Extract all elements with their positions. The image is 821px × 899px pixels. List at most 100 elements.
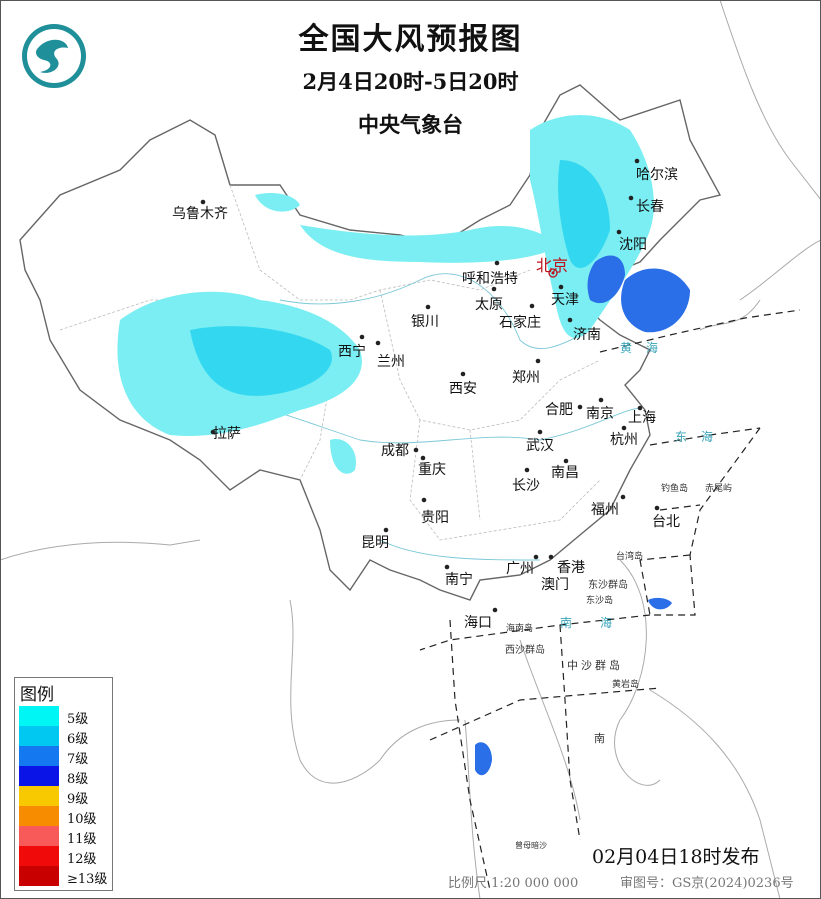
legend-label: 7级: [67, 752, 89, 767]
legend-title: 图例: [20, 685, 54, 705]
island-label-huangyan: 黄岩岛: [612, 680, 640, 690]
city-label-fuzhou: 福州: [591, 502, 619, 518]
legend-label: ≥13级: [67, 872, 108, 887]
legend-item: 10级: [19, 806, 109, 827]
sea-label-yellow-sea: 黄海: [620, 341, 673, 355]
island-label-xisha: 西沙群岛: [505, 645, 545, 656]
issue-time: 02月04日18时发布: [592, 846, 760, 868]
legend-swatch: [19, 826, 59, 846]
legend-swatch: [19, 746, 59, 766]
legend-swatch: [19, 846, 59, 866]
wind-areas: [117, 115, 690, 776]
wind-area-level7-south: [475, 742, 492, 776]
wind-area-level7-taiwan-strait: [648, 597, 672, 610]
city-label-hefei: 合肥: [545, 402, 573, 418]
city-label-shenyang: 沈阳: [619, 237, 647, 253]
city-label-xining: 西宁: [338, 344, 366, 360]
legend-swatch: [19, 706, 59, 726]
legend-item: 7级: [19, 746, 109, 767]
city-label-tianjin: 天津: [551, 292, 579, 308]
issuer: 中央气象台: [358, 112, 463, 137]
legend-swatch: [19, 726, 59, 746]
island-label-dongsha: 东沙岛: [586, 596, 614, 606]
wind-area-level6-northeast: [558, 160, 610, 269]
wind-area-level7-bohai: [587, 255, 625, 304]
wind-area-level5-north: [300, 225, 560, 263]
city-label-urumqi: 乌鲁木齐: [172, 206, 228, 222]
wind-area-level6-plateau: [190, 326, 332, 396]
sea-label-south-sea-1: 南: [560, 616, 587, 630]
city-label-jinan: 济南: [573, 327, 601, 343]
city-label-zhengzhou: 郑州: [512, 370, 540, 386]
sea-label-east-sea: 东海: [675, 430, 728, 444]
maritime-boundaries: [419, 309, 801, 891]
legend-swatch: [19, 786, 59, 806]
legend-swatch: [19, 866, 59, 886]
city-label-lhasa: 拉萨: [213, 426, 241, 442]
legend-item: 6级: [19, 726, 109, 747]
city-label-guangzhou: 广州: [506, 561, 534, 577]
legend-label: 9级: [67, 792, 89, 807]
city-label-shijiazhuang: 石家庄: [499, 315, 541, 331]
legend-item: 12级: [19, 846, 109, 867]
city-label-yinchuan: 银川: [411, 314, 439, 330]
city-label-nanjing: 南京: [586, 406, 614, 422]
city-label-chongqing: 重庆: [418, 462, 446, 478]
city-label-chengdu: 成都: [381, 443, 409, 459]
wind-area-level5-xinjiang: [255, 193, 300, 212]
island-label-dongsha-group: 东沙群岛: [588, 580, 628, 591]
cma-logo-icon: [22, 24, 86, 88]
island-label-taiwan: 台湾岛: [616, 552, 644, 562]
wind-area-level7-yellowsea: [621, 268, 690, 333]
wind-area-level5-yunnan: [330, 439, 356, 474]
city-label-macau: 澳门: [541, 577, 569, 593]
island-label-zhongsha: 中沙群岛: [567, 659, 623, 672]
city-label-beijing: 北京: [536, 256, 569, 275]
island-label-chiwei: 赤尾屿: [705, 484, 733, 494]
city-label-hongkong: 香港: [557, 560, 585, 576]
city-label-hohhot: 呼和浩特: [462, 271, 518, 287]
legend-label: 5级: [67, 712, 89, 727]
legend-swatch: [19, 806, 59, 826]
city-label-guiyang: 贵阳: [421, 510, 449, 526]
sea-label-south-sea-2: 海: [600, 616, 627, 630]
map-title: 全国大风预报图: [298, 22, 523, 57]
legend-item: 9级: [19, 786, 109, 807]
legend-label: 12级: [67, 852, 97, 867]
map-scale: 比例尺 1:20 000 000: [448, 876, 579, 891]
city-label-changsha: 长沙: [512, 478, 540, 494]
legend-item: 5级: [19, 706, 109, 727]
legend-label: 10级: [67, 812, 97, 827]
city-label-xian: 西安: [449, 381, 477, 397]
city-label-changchun: 长春: [636, 199, 664, 215]
legend: 图例 5级 6级 7级 8级 9级 10级 11级 12级 ≥13级: [14, 677, 113, 891]
legend-label: 11级: [67, 832, 97, 847]
sea-label-south-lower: 南: [594, 732, 605, 745]
map-review-number: 审图号：GS京(2024)0236号: [620, 876, 794, 891]
city-label-harbin: 哈尔滨: [636, 167, 678, 183]
city-label-nanchang: 南昌: [551, 465, 579, 481]
city-dots: [200, 158, 660, 613]
city-label-nanning: 南宁: [445, 572, 473, 588]
city-label-haikou: 海口: [464, 615, 492, 631]
city-label-taiyuan: 太原: [475, 297, 503, 313]
legend-label: 8级: [67, 772, 89, 787]
legend-item: 11级: [19, 826, 109, 847]
legend-item: 8级: [19, 766, 109, 787]
city-label-lanzhou: 兰州: [377, 354, 405, 370]
island-label-diaoyu: 钓鱼岛: [661, 484, 689, 494]
legend-label: 6级: [67, 732, 89, 747]
beijing-capital-marker: [548, 268, 558, 278]
city-label-kunming: 昆明: [361, 535, 389, 551]
island-label-zengmu: 曾母暗沙: [515, 841, 547, 850]
forecast-period: 2月4日20时-5日20时: [302, 69, 519, 94]
city-label-hangzhou: 杭州: [610, 432, 638, 448]
city-label-taipei: 台北: [652, 514, 680, 530]
city-label-wuhan: 武汉: [526, 438, 554, 454]
legend-item: ≥13级: [19, 866, 109, 887]
legend-swatch: [19, 766, 59, 786]
city-label-shanghai: 上海: [628, 410, 656, 426]
island-label-hainan: 海南岛: [506, 624, 534, 634]
